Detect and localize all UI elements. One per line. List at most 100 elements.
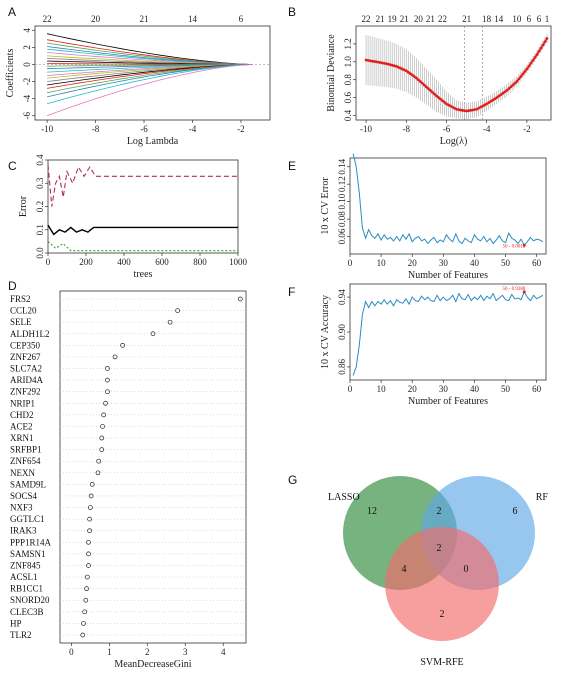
panel-label-A: A (8, 5, 16, 19)
panel-e-ytick-label: 0.06 (337, 228, 347, 244)
panel-f-line (352, 290, 544, 376)
panel-d-point (99, 447, 105, 452)
panel-b-top-tick: 21 (462, 14, 471, 24)
panel-c-xtick-label: 1000 (229, 257, 248, 267)
panel-f-ytick-label: 0.90 (337, 324, 347, 340)
panel-b-ytick-label: 1.0 (343, 56, 353, 68)
panel-d-point (88, 505, 93, 510)
panel-c-series-line (47, 164, 238, 207)
panel-f-xtick-label: 10 (377, 384, 387, 394)
panel-d-point (120, 342, 125, 348)
panel-a-xlabel: Log Lambda (127, 136, 179, 147)
panel-a-xtick-label: -10 (41, 124, 53, 134)
panel-label-E: E (288, 159, 296, 173)
panel-b-top-tick: 6 (537, 14, 542, 24)
panel-label-C: C (8, 159, 17, 173)
panel-d-gene-label: ACE2 (10, 421, 33, 431)
panel-f: 56 - 0.9388 0 10 20 30 40 50 60 0.86 0.90 0.94 Numb… (320, 283, 547, 407)
panel-a-xtick-label: -2 (237, 124, 245, 134)
panel-b-top-tick: 18 (482, 14, 492, 24)
panel-a-ytick-label: -6 (22, 111, 32, 119)
panel-a-top-tick: 22 (43, 14, 52, 24)
panel-e-ytick-label: 0.08 (337, 211, 347, 227)
panel-f-xtick-label: 0 (348, 384, 353, 394)
panel-b-ytick-label: 0.8 (343, 74, 353, 86)
panel-d-gene-label: FRS2 (10, 294, 31, 304)
panel-f-max-point (522, 290, 526, 294)
panel-f-ytick-label: 0.86 (337, 359, 347, 375)
panel-b-top-tick: 19 (388, 14, 398, 24)
panel-d-gene-label: SNORD20 (10, 595, 50, 605)
panel-d-frame (59, 290, 247, 644)
panel-d-gene-label: RB1CC1 (10, 584, 43, 594)
panel-d-point (105, 366, 110, 371)
panel-f-ylabel: 10 x CV Accuracy (320, 295, 331, 369)
panel-a-xtick-label: -6 (140, 124, 148, 134)
panel-label-F: F (288, 285, 295, 299)
panel-d-point (175, 308, 181, 313)
panel-c-xtick-label: 600 (155, 257, 169, 267)
panel-b-top-tick: 10 (512, 14, 522, 24)
panel-d-xtick-label: 0 (69, 647, 74, 657)
panel-a-ytick-label: 0 (22, 62, 32, 67)
panel-label-D: D (8, 279, 17, 293)
panel-d-gene-label: CHD2 (10, 410, 34, 420)
venn-set-label: RF (536, 492, 549, 503)
panel-d-gene-label: ALDH1L2 (10, 329, 50, 339)
panel-d-xtick-label: 3 (183, 647, 188, 657)
panel-c-ytick-label: 0.4 (35, 154, 45, 166)
panel-d-point (84, 586, 89, 592)
panel-d-point (82, 609, 88, 615)
panel-b-top-tick: 6 (527, 14, 532, 24)
venn-count-all: 2 (437, 543, 442, 554)
panel-e-xtick-label: 20 (408, 258, 418, 268)
panel-c-xtick-label: 0 (46, 257, 51, 267)
venn-circle-svm-rfe (385, 527, 499, 641)
panel-d-point (167, 319, 173, 325)
panel-a-ytick-label: -2 (22, 78, 32, 86)
panel-f-xtick-label: 20 (408, 384, 418, 394)
panel-d-gene-label: NRIP1 (10, 398, 35, 408)
panel-d-point (105, 389, 110, 395)
panel-b-ytick-label: 1.2 (343, 38, 353, 49)
panel-d-point (86, 563, 91, 568)
panel-d-gene-label: NEXN (10, 468, 35, 478)
panel-f-xtick-label: 40 (470, 384, 480, 394)
panel-g: LASSO RF SVM-RFE 12 6 2 2 4 0 2 (328, 476, 548, 668)
panel-c-ytick-label: 0.1 (35, 224, 45, 235)
panel-e-line (352, 153, 544, 247)
panel-b: -10 -8 -6 -4 -20.40.60.81.01.222 21 19 21 20 21 22… (326, 14, 552, 147)
panel-d-gene-label: CLEC3B (10, 607, 44, 617)
panel-d-point (103, 400, 108, 406)
panel-c: 0 200 400 600 800 1000 0.0 0.1 0.2 0.3 0.4 trees Err… (18, 154, 248, 280)
panel-label-G: G (288, 473, 297, 487)
panel-d-point (88, 493, 94, 499)
panel-d-gene-label: HP (10, 618, 22, 628)
panel-a-coef-path (46, 64, 254, 117)
panel-d-point (237, 296, 243, 302)
panel-f-ytick-label: 0.94 (337, 289, 347, 305)
venn-set-label: LASSO (328, 492, 360, 503)
panel-b-top-tick: 21 (426, 14, 435, 24)
panel-c-series-line (47, 224, 238, 236)
panel-e-xtick-label: 10 (377, 258, 387, 268)
panel-b-top-tick: 21 (400, 14, 409, 24)
panel-d-gene-label: NXF3 (10, 503, 33, 513)
panel-f-xtick-label: 30 (439, 384, 449, 394)
panel-d-gene-label: ARID4A (10, 375, 43, 385)
panel-d-point (87, 516, 92, 522)
panel-d-point (84, 574, 90, 580)
panel-e-annotation: 56 - 0.0612 (502, 244, 525, 249)
panel-a-top-tick: 6 (239, 14, 244, 24)
panel-d-gene-label: ZNF267 (10, 352, 41, 362)
panel-a-coef-path (46, 64, 254, 105)
panel-b-ytick-label: 0.4 (343, 109, 353, 121)
panel-e-ytick-label: 0.10 (337, 193, 347, 209)
panel-a-top-tick: 21 (140, 14, 149, 24)
panel-d-gene-label: GGTLC1 (10, 514, 45, 524)
panel-b-top-tick: 22 (438, 14, 447, 24)
panel-c-ytick-label: 0.3 (35, 177, 45, 189)
panel-d-point (81, 621, 86, 626)
panel-d-point (83, 597, 89, 603)
panel-b-top-tick: 22 (362, 14, 371, 24)
